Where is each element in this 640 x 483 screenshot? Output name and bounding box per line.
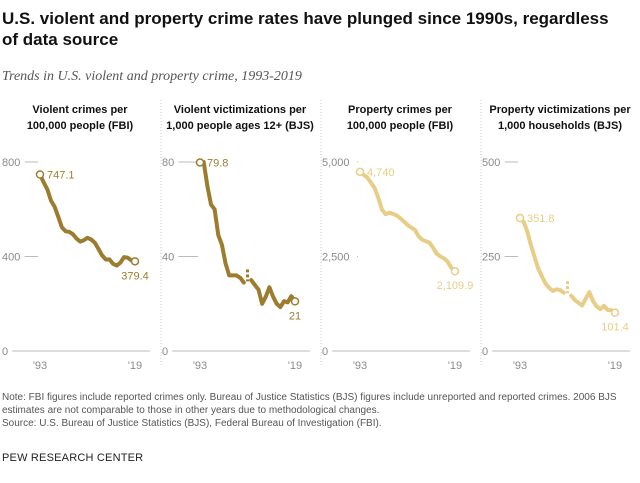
x-tick-label: '19 xyxy=(288,360,302,372)
small-multiples-charts: Violent crimes per 100,000 people (FBI) 0 4… xyxy=(2,100,631,372)
end-value-label: 101.4 xyxy=(601,322,629,334)
end-value-label: 21 xyxy=(289,310,301,322)
start-point-marker xyxy=(35,170,45,179)
series-line xyxy=(38,172,137,268)
x-tick-label: '93 xyxy=(353,360,367,372)
y-tick-label: 400 xyxy=(2,252,20,264)
start-value-label: 79.8 xyxy=(207,157,228,169)
panel-title-line: 1,000 people ages 12+ (BJS) xyxy=(166,120,314,132)
panel-title-line: Property crimes per xyxy=(348,104,453,116)
chart-title: U.S. violent and property crime rates ha… xyxy=(2,9,609,49)
y-tick-label: 800 xyxy=(2,157,20,169)
x-tick-label: '93 xyxy=(513,360,527,372)
y-tick-label: 5,000 xyxy=(322,157,350,169)
y-tick-label: 500 xyxy=(482,157,500,169)
x-tick-label: '19 xyxy=(128,360,142,372)
series-line xyxy=(249,278,297,310)
panel-title-line: Violent crimes per xyxy=(32,104,128,116)
x-tick-label: '19 xyxy=(608,360,622,372)
start-value-label: 351.8 xyxy=(527,213,555,225)
source-text: Source: U.S. Bureau of Justice Statistic… xyxy=(2,418,382,429)
start-value-label: 747.1 xyxy=(47,169,75,181)
end-point-marker xyxy=(610,308,620,317)
x-tick-label: '19 xyxy=(448,360,462,372)
panel-title-line: 100,000 people (FBI) xyxy=(27,120,134,132)
start-point-marker xyxy=(195,158,205,167)
note-text: Note: FBI figures include reported crime… xyxy=(2,392,617,416)
start-point-marker xyxy=(515,213,525,223)
start-value-label: 4,740 xyxy=(367,167,395,179)
x-tick-label: '93 xyxy=(33,360,47,372)
pew-credit: PEW RESEARCH CENTER xyxy=(2,452,144,464)
y-tick-label: 0 xyxy=(162,346,168,358)
y-tick-label: 0 xyxy=(322,346,328,358)
series-line xyxy=(569,290,617,315)
panel-title-line: 1,000 households (BJS) xyxy=(498,120,622,132)
end-point-marker xyxy=(130,257,140,266)
end-value-label: 2,109.9 xyxy=(437,280,474,292)
y-tick-label: 0 xyxy=(482,346,488,358)
y-tick-label: 0 xyxy=(2,346,8,358)
panel-title-line: Property victimizations per xyxy=(489,104,631,116)
series-line xyxy=(518,216,566,295)
series-line xyxy=(198,160,246,285)
y-tick-label: 80 xyxy=(162,157,174,169)
panel-title-line: 100,000 people (FBI) xyxy=(347,120,454,132)
end-point-marker xyxy=(290,297,300,306)
chart-note: Note: FBI figures include reported crime… xyxy=(2,391,632,430)
chart-subtitle: Trends in U.S. violent and property crim… xyxy=(2,69,302,84)
series-line xyxy=(358,169,457,274)
y-tick-label: 250 xyxy=(482,252,500,264)
y-tick-label: 2,500 xyxy=(322,252,350,264)
end-point-marker xyxy=(450,266,460,276)
end-value-label: 379.4 xyxy=(121,270,149,282)
panel-title-line: Violent victimizations per xyxy=(174,104,307,116)
y-tick-label: 40 xyxy=(162,252,174,264)
start-point-marker xyxy=(355,167,365,177)
x-tick-label: '93 xyxy=(193,360,207,372)
